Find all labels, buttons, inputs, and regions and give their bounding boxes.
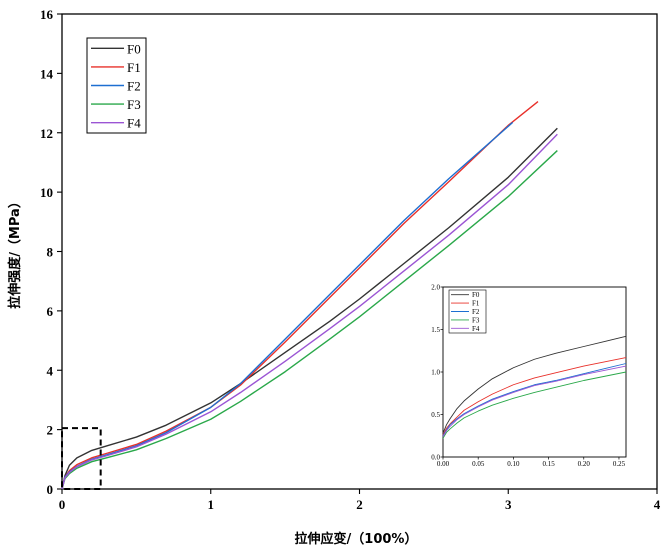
main-chart: 0 1 2 3 40246810121416F0F1F2F3F4拉伸应变/（100%）拉… [7, 7, 661, 545]
series-line-f3 [61, 150, 558, 490]
series-line-f4 [61, 133, 558, 490]
inset-y-tick-label: 1.0 [431, 369, 440, 377]
x-axis-title: 拉伸应变/（100%） [295, 531, 418, 545]
inset-legend-label-f1: F1 [472, 300, 480, 308]
y-tick-label: 10 [40, 185, 53, 200]
x-tick-label: 0 [59, 497, 66, 512]
y-tick-label: 2 [47, 423, 54, 438]
y-tick-label: 4 [47, 363, 54, 378]
legend-label-f3: F3 [127, 97, 141, 112]
inset-y-tick-label: 0.0 [431, 454, 440, 462]
legend-label-f2: F2 [127, 79, 141, 94]
inset-x-tick-label: 0.00 [437, 460, 450, 468]
inset-legend-label-f0: F0 [472, 291, 480, 299]
inset-x-tick-label: 0.20 [578, 460, 591, 468]
y-tick-label: 12 [40, 126, 53, 141]
y-tick-label: 14 [40, 66, 54, 81]
inset-x-tick-label: 0.25 [613, 460, 626, 468]
inset-x-tick-label: 0.05 [472, 460, 485, 468]
y-tick-label: 6 [47, 304, 54, 319]
x-tick-label: 4 [654, 497, 661, 512]
y-tick-label: 8 [47, 245, 54, 260]
inset-series-line-f1 [442, 357, 627, 436]
legend-label-f1: F1 [127, 60, 141, 75]
y-tick-label: 16 [40, 7, 54, 22]
inset-legend-label-f2: F2 [472, 308, 480, 316]
y-axis-title: 拉伸强度/（MPa） [7, 195, 23, 309]
inset-series-line-f0 [442, 335, 627, 434]
inset-series-line-f3 [442, 371, 627, 439]
series-line-f0 [61, 127, 558, 490]
inset-legend-label-f3: F3 [472, 316, 480, 324]
legend-label-f4: F4 [127, 116, 141, 131]
inset-series-line-f2 [442, 363, 627, 436]
inset-series-line-f4 [442, 365, 627, 437]
x-tick-label: 2 [356, 497, 363, 512]
inset-x-tick-label: 0.15 [542, 460, 555, 468]
x-tick-label: 1 [208, 497, 215, 512]
inset-y-tick-label: 2.0 [431, 284, 440, 292]
inset-x-tick-label: 0.10 [507, 460, 520, 468]
inset-legend-label-f4: F4 [472, 325, 480, 333]
inset-y-tick-label: 0.5 [431, 411, 440, 419]
legend-label-f0: F0 [127, 41, 141, 56]
inset-y-tick-label: 1.5 [431, 326, 440, 334]
y-tick-label: 0 [47, 482, 54, 497]
inset-chart: 0.00 0.05 0.10 0.15 0.20 0.25 0.0 0.5 1.0 1.5 2.0 F… [431, 284, 627, 468]
x-tick-label: 3 [505, 497, 512, 512]
